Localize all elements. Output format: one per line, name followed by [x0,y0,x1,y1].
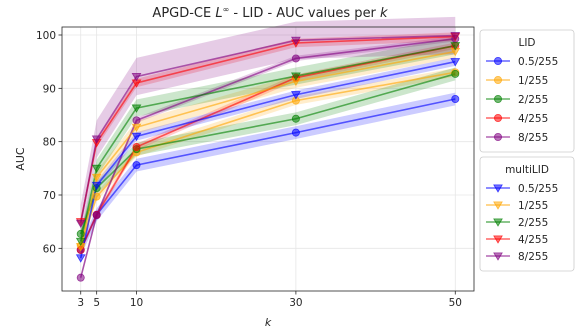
point-multilid-8-255 [450,31,461,41]
x-tick-label: 10 [130,297,143,309]
legend-item: 0.5/255 [486,183,558,195]
legend-title: LID [518,37,535,49]
legend-item: 1/255 [486,200,548,212]
x-tick-label: 30 [289,297,302,309]
point-multilid-1-255 [91,173,102,183]
point-multilid-0-5-255 [91,181,102,191]
y-tick-label: 60 [43,243,56,255]
legend-lid: LID 0.5/255 1/255 2/255 4/255 8/255 [479,29,575,153]
series-markers [75,31,461,282]
x-tick-label: 50 [449,297,462,309]
legend-box [479,156,575,272]
y-axis-label: AUC [14,147,27,171]
point-multilid-0-5-255 [75,254,86,263]
legend-label: 1/255 [518,200,548,212]
legend-marker [493,235,503,244]
legend-label: 4/255 [518,234,548,246]
point-lid-8-255 [92,211,101,220]
point-lid-0-5-255 [132,161,141,170]
x-tick-label: 5 [93,297,100,309]
legend-item: 4/255 [486,113,548,125]
legend-marker [493,184,503,193]
point-multilid-2-255 [91,164,102,174]
point-multilid-1-255 [131,123,142,133]
legend-label: 4/255 [518,113,548,125]
point-lid-8-255 [76,273,85,282]
legends: LID 0.5/255 1/255 2/255 4/255 8/255 multiLID 0.… [479,29,575,272]
y-tick-label: 80 [43,137,56,149]
y-tick-label: 70 [43,190,56,202]
legend-label: 0.5/255 [518,183,558,195]
x-axis-ticks: 3 5 10 30 50 [77,291,462,309]
legend-label: 8/255 [518,251,548,263]
point-multilid-2-255 [131,104,142,113]
legend-marker [493,114,502,123]
point-lid-8-255 [132,116,141,125]
legend-item: 8/255 [486,251,548,263]
legend-label: 0.5/255 [518,56,558,68]
point-lid-2-255 [76,229,85,238]
legend-label: 1/255 [518,75,548,87]
legend-item: 2/255 [486,94,548,106]
point-multilid-0-5-255 [450,58,461,67]
point-lid-8-255 [291,54,300,63]
legend-multilid: multiLID 0.5/255 1/255 2/255 4/255 8/255 [479,156,575,272]
point-lid-2-255 [291,114,300,123]
x-tick-label: 3 [77,297,84,309]
point-multilid-8-255 [75,219,86,229]
legend-item: 2/255 [486,217,548,229]
point-multilid-2-255 [450,42,461,51]
legend-item: 0.5/255 [486,56,558,68]
legend-label: 2/255 [518,217,548,229]
point-multilid-8-255 [290,36,301,46]
legend-label: 8/255 [518,132,548,144]
legend-marker [493,218,503,227]
legend-marker [493,95,502,104]
point-lid-1-255 [92,192,101,201]
legend-marker [493,132,502,141]
legend-item: 8/255 [486,132,548,144]
point-multilid-8-255 [91,135,102,144]
point-lid-0-5-255 [291,128,300,137]
legend-label: 2/255 [518,94,548,106]
legend-marker [493,201,503,210]
point-multilid-2-255 [290,72,301,81]
point-multilid-2-255 [75,237,86,247]
chart-title: APGD-CE L∞ - LID - AUC values per k [152,5,388,21]
legend-marker [493,76,502,85]
x-axis-label: k [265,316,272,329]
band-multilid-1-255 [80,45,456,254]
legend-marker [493,252,503,261]
legend-title: multiLID [505,164,549,176]
band-multilid-0-5-255 [80,57,456,263]
y-tick-label: 90 [43,83,56,95]
point-multilid-0-5-255 [131,132,142,142]
band-lid-0-5-255 [80,92,456,257]
point-lid-4-255 [132,142,141,151]
point-multilid-0-5-255 [290,91,301,100]
plot-frame [61,26,475,292]
legend-marker [493,57,502,66]
legend-item: 1/255 [486,75,548,87]
point-multilid-8-255 [131,73,142,82]
y-axis-ticks: 60 70 80 90 100 [36,30,62,255]
point-lid-2-255 [451,69,460,78]
legend-item: 4/255 [486,234,548,246]
y-tick-label: 100 [36,30,56,42]
point-lid-0-5-255 [451,95,460,104]
